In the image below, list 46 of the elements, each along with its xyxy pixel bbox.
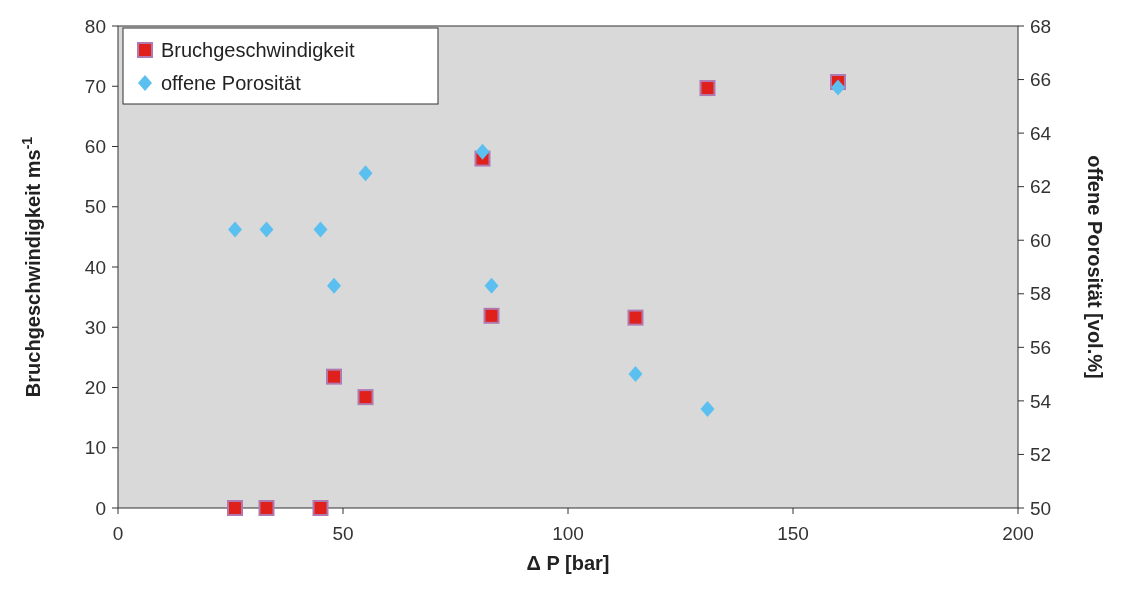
y2-tick-label: 62 (1030, 176, 1052, 198)
x-tick-label: 100 (552, 523, 584, 544)
y2-tick-label: 60 (1030, 229, 1052, 251)
legend-label: Bruchgeschwindigkeit (161, 39, 355, 61)
x-tick-label: 150 (777, 523, 809, 544)
point (357, 389, 374, 406)
y-tick-label: 70 (84, 75, 106, 97)
point (628, 366, 643, 383)
y2-tick-label: 68 (1030, 15, 1052, 37)
y2-tick-label: 66 (1030, 69, 1052, 91)
point (358, 165, 373, 182)
y2-tick-label: 64 (1030, 122, 1052, 144)
point (326, 368, 342, 385)
y2-tick-label: 52 (1030, 444, 1052, 466)
y-tick-label: 50 (84, 196, 106, 218)
point (327, 277, 341, 294)
y2-tick-label: 58 (1030, 283, 1052, 305)
point (258, 500, 275, 516)
point (484, 277, 499, 294)
point (831, 79, 845, 96)
point (475, 143, 490, 160)
y-tick-label: 10 (84, 437, 106, 459)
y2-axis-title: offene Porosität [vol.%] (1084, 155, 1106, 379)
point (700, 400, 715, 417)
y-tick-label: 20 (84, 377, 106, 399)
x-tick-label: 200 (1002, 523, 1034, 544)
point (227, 500, 243, 516)
point (699, 80, 716, 97)
point (627, 309, 644, 326)
x-axis-title: Δ P [bar] (526, 552, 610, 574)
legend-label: offene Porosität (161, 72, 302, 94)
y-tick-label: 80 (84, 15, 106, 37)
point (228, 221, 242, 238)
x-tick-label: 50 (332, 523, 354, 544)
y-tick-label: 0 (95, 497, 106, 519)
y2-tick-label: 54 (1030, 390, 1052, 412)
point (313, 221, 328, 238)
y-tick-label: 30 (84, 316, 106, 338)
y-tick-label: 40 (84, 256, 106, 278)
y-tick-label: 60 (84, 136, 106, 158)
point (312, 500, 329, 516)
point (483, 307, 500, 324)
y2-tick-label: 56 (1030, 336, 1052, 358)
y2-tick-label: 50 (1030, 497, 1052, 519)
x-tick-label: 0 (112, 523, 124, 544)
point (259, 221, 274, 238)
